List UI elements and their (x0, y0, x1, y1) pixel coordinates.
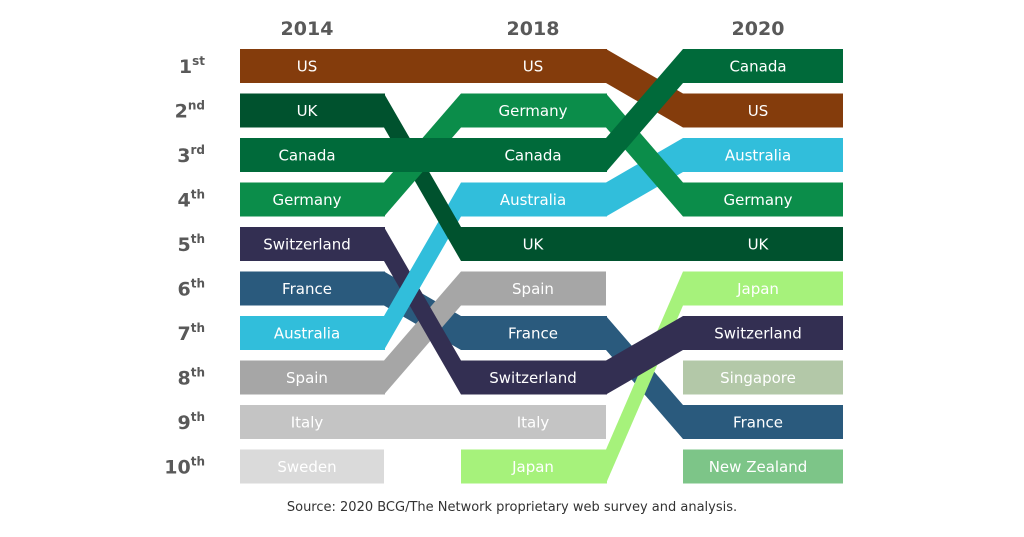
label-italy-2014: Italy (291, 414, 324, 432)
rank-label-1: 1st (179, 54, 205, 78)
series-italy: Italy Italy (240, 405, 606, 439)
connector-japan-2018-2020 (606, 271, 683, 484)
connector-us-2014-2018 (384, 49, 461, 83)
label-uk-2014: UK (297, 102, 319, 120)
label-france-2020: France (733, 414, 783, 432)
rank-label-7: 7th (177, 321, 205, 345)
bar-new-zealand-2020 (683, 449, 843, 484)
label-canada-2014: Canada (278, 147, 335, 165)
series-singapore: Singapore (683, 360, 843, 395)
bar-germany-2014 (240, 182, 384, 217)
label-us-2014: US (297, 58, 318, 76)
bar-france-2014 (240, 271, 384, 306)
bar-uk-2020 (683, 227, 843, 261)
year-header-2020: 2020 (732, 18, 785, 40)
bar-singapore-2020 (683, 360, 843, 395)
label-switzerland-2014: Switzerland (263, 236, 351, 254)
label-switzerland-2018: Switzerland (489, 369, 577, 387)
bar-france-2020 (683, 405, 843, 439)
bar-switzerland-2018 (461, 360, 606, 395)
label-japan-2018: Japan (511, 458, 554, 476)
bar-us-2014 (240, 49, 384, 83)
connector-switzerland-2014-2018 (384, 227, 461, 395)
label-australia-2018: Australia (500, 191, 566, 209)
bar-spain-2014 (240, 360, 384, 395)
series-sweden: Sweden (240, 449, 384, 484)
label-australia-2020: Australia (725, 147, 791, 165)
bar-germany-2018 (461, 93, 606, 128)
label-new-zealand-2020: New Zealand (709, 458, 808, 476)
label-germany-2018: Germany (499, 102, 568, 120)
bar-us-2020 (683, 93, 843, 128)
connector-australia-2018-2020 (606, 138, 683, 217)
bar-uk-2018 (461, 227, 606, 261)
label-italy-2018: Italy (517, 414, 550, 432)
connector-uk-2018-2020 (606, 227, 683, 261)
bar-france-2018 (461, 316, 606, 350)
label-singapore-2020: Singapore (720, 369, 796, 387)
label-us-2018: US (523, 58, 544, 76)
rank-label-6: 6th (177, 277, 205, 301)
rank-label-4: 4th (177, 188, 205, 212)
label-uk-2018: UK (523, 236, 545, 254)
label-germany-2020: Germany (724, 191, 793, 209)
label-germany-2014: Germany (273, 191, 342, 209)
label-switzerland-2020: Switzerland (714, 325, 802, 343)
bar-canada-2014 (240, 138, 384, 172)
bar-australia-2018 (461, 182, 606, 217)
year-header-2014: 2014 (281, 18, 334, 40)
connector-italy-2014-2018 (384, 405, 461, 439)
rank-label-3: 3rd (177, 143, 205, 167)
label-canada-2018: Canada (504, 147, 561, 165)
bar-switzerland-2020 (683, 316, 843, 350)
connector-spain-2014-2018 (384, 271, 461, 395)
bar-italy-2014 (240, 405, 384, 439)
bar-australia-2020 (683, 138, 843, 172)
bar-uk-2014 (240, 93, 384, 128)
label-australia-2014: Australia (274, 325, 340, 343)
bar-japan-2020 (683, 271, 843, 306)
label-france-2014: France (282, 280, 332, 298)
label-canada-2020: Canada (729, 58, 786, 76)
rank-label-8: 8th (177, 366, 205, 390)
rank-label-2: 2nd (175, 99, 205, 123)
bar-canada-2020 (683, 49, 843, 83)
label-spain-2018: Spain (512, 280, 554, 298)
bar-germany-2020 (683, 182, 843, 217)
series-switzerland: Switzerland Switzerland Switzerland (240, 227, 843, 395)
connector-us-2018-2020 (606, 49, 683, 128)
connector-switzerland-2018-2020 (606, 316, 683, 395)
connector-uk-2014-2018 (384, 93, 461, 261)
series-us: US US US (240, 49, 843, 128)
label-sweden-2014: Sweden (277, 458, 336, 476)
bar-sweden-2014 (240, 449, 384, 484)
series-canada: Canada Canada Canada (240, 49, 843, 172)
label-spain-2014: Spain (286, 369, 328, 387)
bar-italy-2018 (461, 405, 606, 439)
series-australia: Australia Australia Australia (240, 138, 843, 350)
connector-canada-2014-2018 (384, 138, 461, 172)
bar-japan-2018 (461, 449, 606, 484)
label-france-2018: France (508, 325, 558, 343)
rank-label-5: 5th (177, 232, 205, 256)
bar-australia-2014 (240, 316, 384, 350)
label-us-2020: US (748, 102, 769, 120)
rank-label-10: 10th (164, 455, 205, 479)
bar-switzerland-2014 (240, 227, 384, 261)
series-japan: Japan Japan (461, 271, 843, 484)
series-france: France France France (240, 271, 843, 439)
connector-canada-2018-2020 (606, 49, 683, 172)
rank-label-9: 9th (177, 410, 205, 434)
series-spain: Spain Spain (240, 271, 606, 395)
bar-canada-2018 (461, 138, 606, 172)
series-new-zealand: New Zealand (683, 449, 843, 484)
bar-spain-2018 (461, 271, 606, 306)
label-uk-2020: UK (748, 236, 770, 254)
series-uk: UK UK UK (240, 93, 843, 261)
bar-us-2018 (461, 49, 606, 83)
label-japan-2020: Japan (736, 280, 779, 298)
source-note: Source: 2020 BCG/The Network proprietary… (286, 500, 738, 515)
year-header-2018: 2018 (507, 18, 560, 40)
